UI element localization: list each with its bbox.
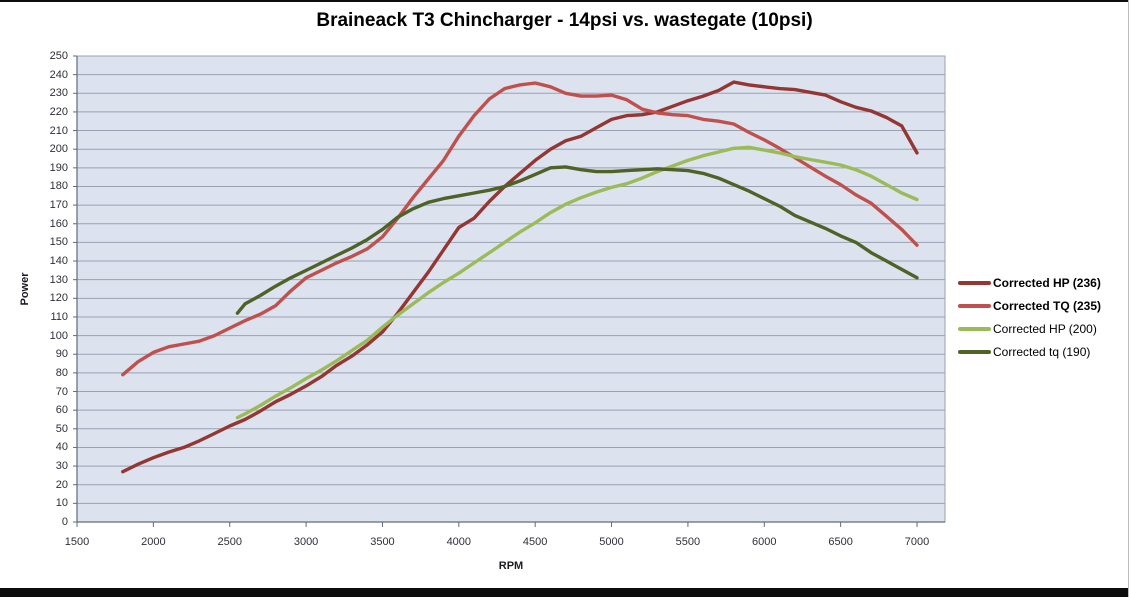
y-tick-label: 60 bbox=[55, 404, 68, 417]
legend-label: Corrected HP (236) bbox=[993, 275, 1101, 290]
screenshot-bottom-edge bbox=[0, 588, 1129, 597]
y-tick-label: 30 bbox=[55, 460, 68, 473]
legend-item: Corrected tq (190) bbox=[958, 340, 1101, 363]
legend-item: Corrected TQ (235) bbox=[958, 294, 1101, 317]
y-tick-label: 140 bbox=[49, 255, 68, 268]
y-axis-title: Power bbox=[19, 272, 31, 306]
x-tick-label: 6500 bbox=[828, 536, 853, 548]
y-tick-label: 70 bbox=[55, 385, 68, 398]
x-axis-title: RPM bbox=[498, 560, 524, 572]
legend-item: Corrected HP (236) bbox=[958, 271, 1101, 294]
chart-legend: Corrected HP (236) Corrected TQ (235) Corr… bbox=[958, 271, 1101, 363]
x-tick-label: 2000 bbox=[141, 536, 166, 548]
legend-line-swatch bbox=[958, 303, 991, 308]
y-tick-label: 180 bbox=[49, 180, 68, 193]
x-tick-label: 5500 bbox=[675, 536, 701, 548]
y-tick-label: 100 bbox=[49, 329, 68, 342]
y-tick-label: 40 bbox=[55, 441, 68, 454]
legend-line-swatch bbox=[958, 326, 991, 331]
y-tick-label: 110 bbox=[50, 310, 68, 323]
y-tick-label: 250 bbox=[49, 50, 68, 62]
legend-item: Corrected HP (200) bbox=[958, 317, 1101, 340]
y-tick-label: 240 bbox=[49, 68, 68, 81]
series-line-corrected-hp-236- bbox=[121, 80, 919, 474]
y-tick-label: 220 bbox=[49, 105, 68, 118]
series-line-corrected-tq-235- bbox=[121, 81, 919, 377]
y-tick-label: 150 bbox=[49, 236, 68, 249]
y-tick-label: 20 bbox=[55, 478, 68, 491]
y-tick-label: 10 bbox=[55, 497, 68, 510]
y-tick-label: 80 bbox=[55, 366, 68, 379]
y-tick-label: 200 bbox=[49, 143, 68, 156]
x-tick-label: 7000 bbox=[904, 536, 930, 548]
y-tick-label: 90 bbox=[55, 348, 68, 361]
y-tick-label: 50 bbox=[55, 422, 68, 435]
series-line-corrected-hp-200- bbox=[235, 145, 919, 420]
y-tick-label: 170 bbox=[49, 199, 68, 212]
x-tick-label: 5000 bbox=[599, 536, 624, 548]
y-tick-label: 0 bbox=[61, 516, 68, 528]
x-tick-label: 6000 bbox=[752, 536, 777, 548]
legend-line-swatch bbox=[958, 349, 991, 354]
x-tick-label: 4000 bbox=[446, 536, 472, 548]
y-tick-label: 230 bbox=[49, 87, 68, 100]
x-tick-label: 4500 bbox=[522, 536, 548, 548]
x-tick-label: 2500 bbox=[217, 536, 242, 548]
y-tick-label: 190 bbox=[49, 161, 68, 174]
legend-label: Corrected tq (190) bbox=[993, 344, 1091, 359]
legend-label: Corrected TQ (235) bbox=[993, 298, 1102, 313]
x-tick-label: 3500 bbox=[370, 536, 395, 548]
chart-title: Braineack T3 Chincharger - 14psi vs. was… bbox=[316, 10, 813, 31]
series-line-corrected-tq-190- bbox=[235, 165, 919, 315]
plot-area-background bbox=[76, 55, 946, 523]
x-tick-label: 1500 bbox=[64, 536, 90, 548]
legend-line-swatch bbox=[958, 280, 991, 285]
screenshot-top-edge bbox=[0, 0, 1129, 2]
y-tick-label: 210 bbox=[49, 124, 68, 137]
y-tick-label: 130 bbox=[49, 273, 68, 286]
y-tick-label: 160 bbox=[49, 217, 68, 230]
legend-label: Corrected HP (200) bbox=[993, 321, 1097, 336]
y-tick-label: 120 bbox=[49, 292, 68, 305]
x-tick-label: 3000 bbox=[293, 536, 319, 548]
